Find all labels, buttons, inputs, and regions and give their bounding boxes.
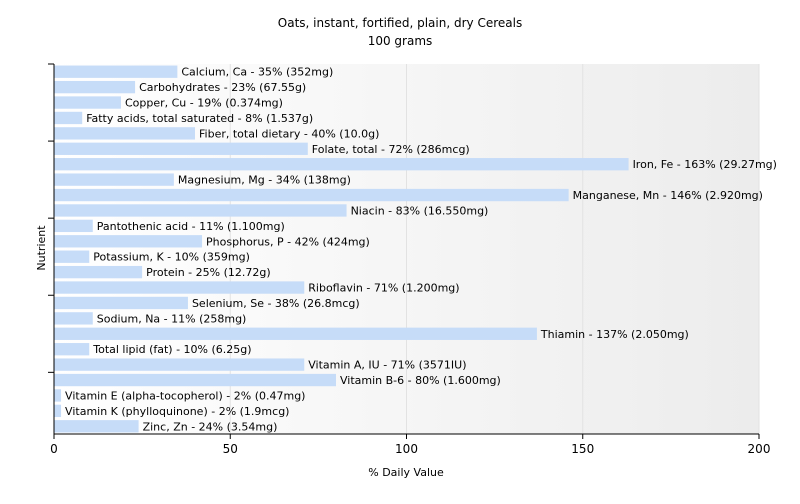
bar-data-label: Potassium, K - 10% (359mg) (93, 251, 250, 264)
bar-data-label: Fiber, total dietary - 40% (10.0g) (199, 127, 379, 140)
x-tick-label: 200 (748, 442, 771, 456)
bar (54, 65, 178, 78)
y-axis-title: Nutrient (35, 225, 48, 271)
bar (54, 312, 93, 325)
bar (54, 204, 347, 217)
bar (54, 343, 90, 356)
bar-data-label: Copper, Cu - 19% (0.374mg) (125, 97, 283, 110)
bar (54, 404, 62, 418)
bar-data-label: Vitamin E (alpha-tocopherol) - 2% (0.47m… (65, 389, 305, 402)
bar (54, 173, 174, 186)
x-tick-label: 0 (50, 442, 58, 456)
bar (54, 389, 62, 402)
bar-data-label: Manganese, Mn - 146% (2.920mg) (573, 189, 763, 202)
bar (54, 142, 308, 155)
bar (54, 158, 629, 171)
chart-subtitle: 100 grams (368, 34, 433, 48)
bar (54, 265, 143, 279)
bar (54, 127, 195, 140)
bar-data-label: Zinc, Zn - 24% (3.54mg) (143, 420, 278, 433)
bar-data-label: Iron, Fe - 163% (29.27mg) (633, 158, 777, 171)
bar-data-label: Niacin - 83% (16.550mg) (351, 204, 489, 217)
chart-title: Oats, instant, fortified, plain, dry Cer… (278, 16, 522, 30)
bar (54, 111, 83, 125)
bar (54, 188, 569, 202)
bar-data-label: Riboflavin - 71% (1.200mg) (308, 282, 459, 295)
x-tick-label: 150 (571, 442, 594, 456)
bar-data-label: Calcium, Ca - 35% (352mg) (181, 66, 333, 79)
bar-data-label: Phosphorus, P - 42% (424mg) (206, 235, 370, 248)
plot-area: 0 50 100 150 200 Calcium, Ca - 35% (352mg) Car… (48, 63, 777, 456)
bar-data-label: Total lipid (fat) - 10% (6.25g) (92, 343, 251, 356)
bar (54, 250, 90, 263)
bar-data-label: Protein - 25% (12.72g) (146, 266, 271, 279)
bar-data-label: Thiamin - 137% (2.050mg) (540, 328, 689, 341)
bar (54, 420, 139, 433)
bar-data-label: Folate, total - 72% (286mcg) (312, 143, 470, 156)
x-tick-label: 100 (395, 442, 418, 456)
bar-data-label: Vitamin B-6 - 80% (1.600mg) (340, 374, 501, 387)
bar (54, 358, 305, 371)
bar-data-label: Sodium, Na - 11% (258mg) (97, 312, 247, 325)
bar (54, 235, 203, 248)
bar-data-label: Magnesium, Mg - 34% (138mg) (178, 174, 351, 187)
bar (54, 219, 93, 233)
bar (54, 80, 136, 94)
bar-data-label: Fatty acids, total saturated - 8% (1.537… (86, 112, 313, 125)
x-axis-title: % Daily Value (368, 466, 444, 479)
bar-data-label: Selenium, Se - 38% (26.8mcg) (192, 297, 360, 310)
bar (54, 281, 305, 294)
bar-data-label: Pantothenic acid - 11% (1.100mg) (97, 220, 285, 233)
bar (54, 296, 188, 310)
bar-data-label: Carbohydrates - 23% (67.55g) (139, 81, 306, 94)
bar (54, 373, 336, 387)
x-tick-label: 50 (223, 442, 238, 456)
bar-data-label: Vitamin K (phylloquinone) - 2% (1.9mcg) (65, 405, 289, 418)
bar (54, 327, 537, 340)
bar-data-label: Vitamin A, IU - 71% (3571IU) (308, 359, 466, 372)
bar (54, 96, 121, 109)
